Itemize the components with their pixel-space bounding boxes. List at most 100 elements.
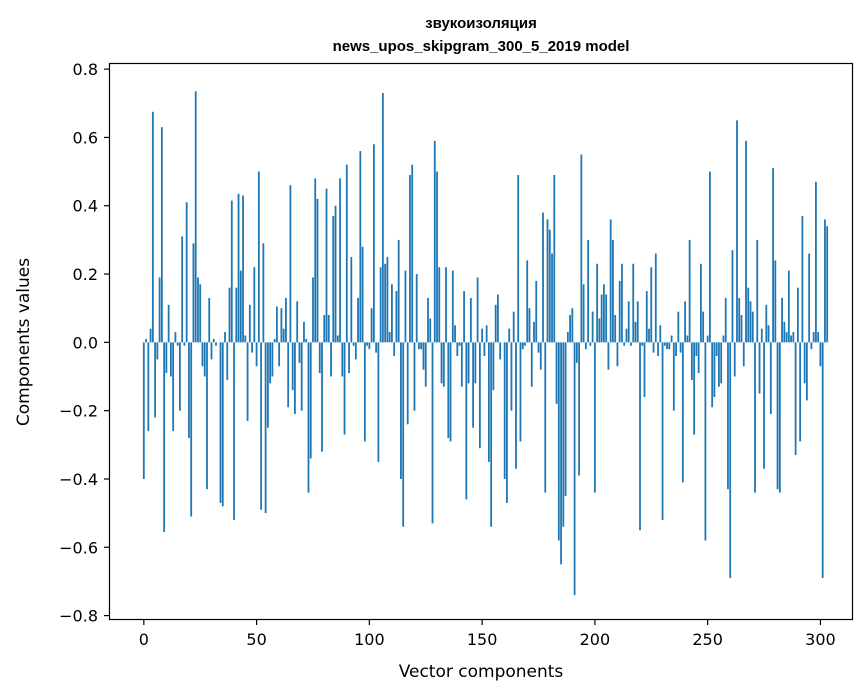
bar-108 [386, 256, 389, 343]
bar-216 [630, 342, 632, 346]
bar-96 [359, 151, 362, 343]
bar-9 [163, 342, 166, 532]
bar-245 [695, 342, 698, 357]
bar-81 [325, 188, 328, 343]
bar-258 [724, 297, 727, 343]
bar-143 [465, 342, 468, 500]
bar-24 [197, 277, 199, 343]
bar-10 [165, 342, 168, 374]
bar-279 [772, 168, 774, 343]
bar-20 [188, 342, 190, 438]
y-tick-label: 0.2 [73, 265, 98, 284]
bar-219 [636, 301, 639, 343]
bar-0 [142, 342, 145, 479]
bar-242 [688, 239, 691, 343]
y-tick-label: −0.6 [59, 538, 98, 557]
bar-170 [526, 260, 529, 343]
bar-156 [494, 304, 497, 343]
bar-145 [469, 297, 472, 343]
bar-277 [767, 325, 770, 343]
bar-300 [819, 342, 822, 367]
bar-229 [659, 325, 662, 343]
bar-172 [530, 342, 533, 387]
y-tick-label: 0.0 [73, 333, 98, 352]
bar-15 [176, 342, 179, 346]
bar-79 [321, 342, 323, 452]
bar-106 [381, 93, 384, 343]
bar-123 [420, 342, 423, 350]
bar-295 [808, 253, 811, 343]
bar-178 [544, 342, 547, 493]
bar-138 [454, 325, 456, 343]
bar-68 [296, 301, 299, 343]
bar-272 [756, 239, 759, 343]
bar-226 [652, 342, 655, 353]
bar-147 [474, 342, 477, 384]
bar-103 [375, 342, 378, 353]
bar-222 [643, 342, 646, 397]
bar-193 [578, 342, 580, 476]
bar-101 [370, 308, 373, 343]
bar-95 [357, 297, 359, 343]
bar-125 [424, 342, 427, 387]
bar-244 [693, 342, 696, 435]
bar-297 [812, 332, 815, 343]
bar-105 [379, 267, 382, 343]
bar-205 [605, 294, 608, 343]
bar-26 [201, 342, 204, 367]
bar-13 [172, 342, 175, 432]
bar-56 [269, 342, 272, 384]
bar-296 [810, 342, 813, 350]
bar-77 [316, 198, 319, 343]
bar-253 [713, 342, 716, 397]
bar-139 [456, 342, 459, 357]
x-axis-ticks: 0 50 100 150 200 250 300 [139, 619, 836, 649]
bar-290 [796, 287, 799, 343]
bar-225 [650, 267, 653, 343]
bar-288 [792, 332, 795, 343]
bar-163 [510, 342, 513, 411]
bar-255 [718, 342, 720, 387]
bar-67 [294, 342, 296, 415]
bar-140 [458, 342, 461, 346]
bar-215 [627, 301, 630, 343]
bar-282 [778, 342, 781, 493]
bar-188 [566, 332, 569, 343]
bar-121 [415, 274, 418, 343]
bar-75 [312, 277, 314, 343]
bar-94 [354, 342, 357, 360]
bar-87 [339, 178, 341, 343]
bar-47 [248, 304, 251, 343]
bar-3 [149, 328, 152, 343]
bar-122 [418, 342, 420, 350]
bar-298 [815, 181, 817, 343]
bar-4 [151, 111, 154, 343]
bar-133 [442, 342, 445, 387]
bar-174 [535, 280, 538, 343]
bar-263 [736, 120, 738, 343]
bar-76 [314, 178, 317, 343]
bar-197 [587, 239, 590, 343]
bar-132 [440, 342, 443, 384]
bar-51 [257, 171, 260, 343]
bar-301 [821, 342, 824, 579]
bar-115 [402, 342, 405, 527]
bar-107 [384, 263, 387, 343]
bar-203 [600, 294, 603, 343]
bar-237 [677, 311, 680, 343]
bar-183 [555, 342, 558, 404]
x-tick-label: 300 [805, 630, 836, 649]
bar-153 [487, 342, 490, 462]
bar-239 [681, 342, 684, 483]
bar-154 [490, 342, 493, 527]
bar-112 [395, 291, 398, 343]
bar-252 [711, 342, 714, 408]
bar-210 [616, 342, 619, 367]
bar-230 [661, 342, 664, 520]
x-axis-label: Vector components [399, 662, 564, 682]
bar-165 [515, 342, 517, 469]
bar-179 [546, 219, 549, 343]
bar-176 [539, 342, 542, 370]
bar-241 [686, 335, 689, 343]
